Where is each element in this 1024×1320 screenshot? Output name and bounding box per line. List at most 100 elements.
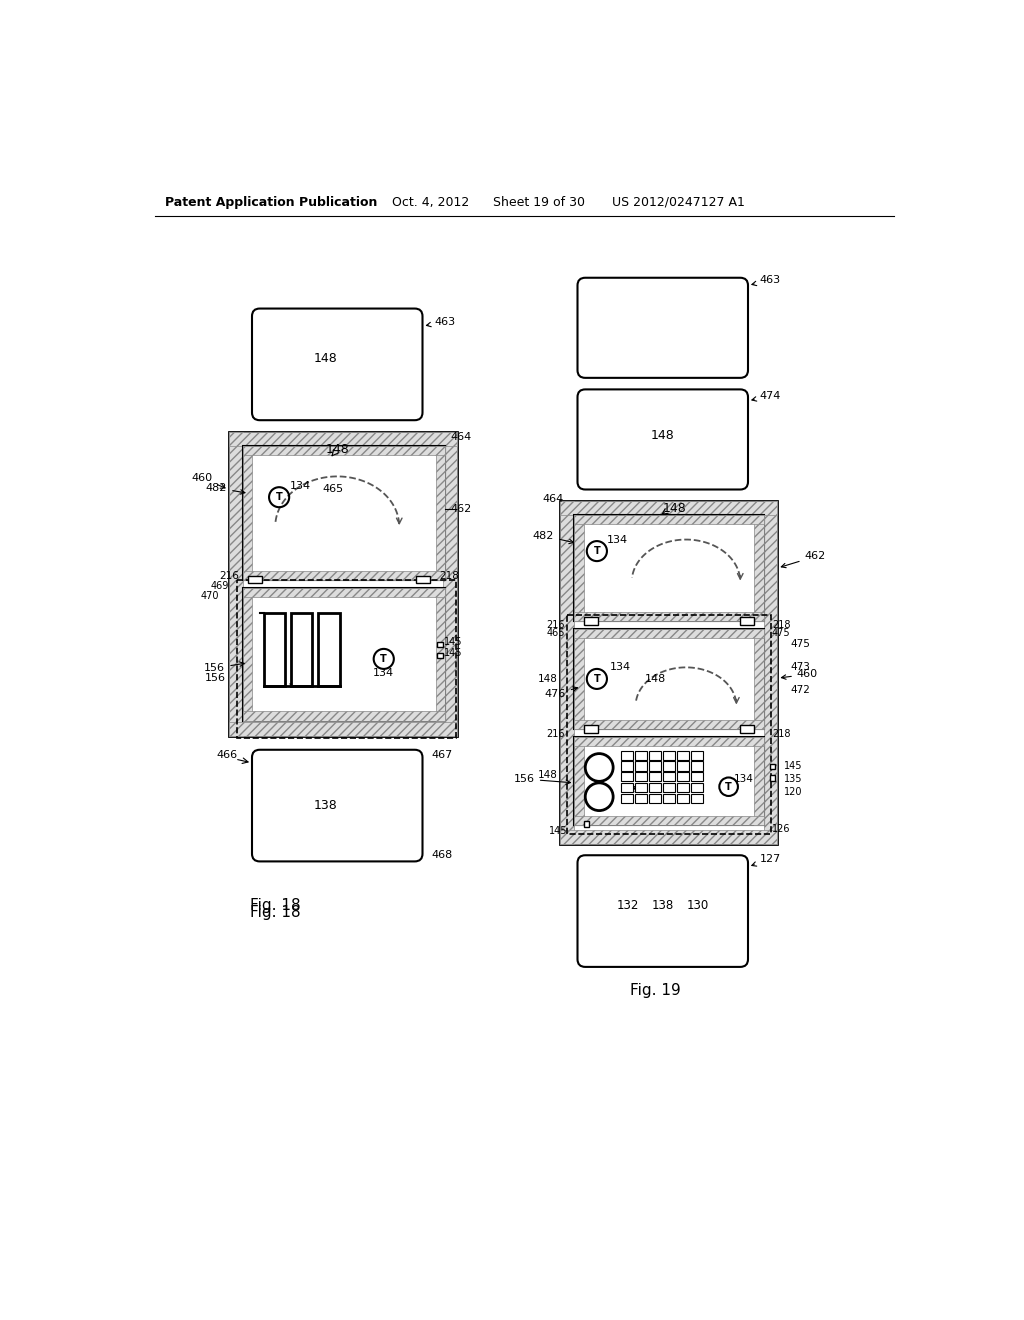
Text: T: T [725, 781, 732, 792]
Text: 462: 462 [781, 552, 825, 568]
Text: 473: 473 [791, 663, 811, 672]
Text: 475: 475 [791, 639, 811, 649]
Text: 132: 132 [616, 899, 639, 912]
Bar [677, 793, 689, 803]
Text: Fig. 19: Fig. 19 [630, 982, 680, 998]
Bar [228, 432, 458, 737]
Bar [663, 751, 675, 760]
Bar [584, 618, 598, 626]
Bar [621, 762, 633, 771]
Bar [437, 642, 442, 647]
Bar [237, 581, 456, 738]
Text: 218: 218 [439, 570, 460, 581]
Bar [243, 711, 445, 721]
Bar [677, 762, 689, 771]
Bar [574, 515, 764, 622]
Text: 156: 156 [205, 673, 226, 684]
Bar [560, 502, 777, 515]
Text: 134: 134 [607, 535, 629, 545]
Text: 463: 463 [752, 275, 780, 285]
Text: T: T [380, 653, 387, 664]
Text: 148: 148 [539, 770, 558, 780]
Bar [228, 432, 243, 737]
Bar [621, 772, 633, 781]
Bar [635, 793, 647, 803]
Text: Fig. 18: Fig. 18 [250, 898, 301, 913]
Bar [677, 751, 689, 760]
Bar [263, 612, 286, 686]
Text: 148: 148 [539, 675, 558, 684]
Bar [243, 589, 445, 721]
Text: 127: 127 [752, 854, 781, 866]
Text: 482: 482 [206, 483, 245, 494]
Text: 468: 468 [431, 850, 453, 861]
Bar [755, 737, 764, 825]
Bar [755, 628, 764, 729]
Text: 216: 216 [547, 620, 565, 630]
Text: 464: 464 [542, 494, 563, 504]
Text: 466: 466 [217, 750, 238, 760]
Bar [621, 793, 633, 803]
Text: 218: 218 [772, 620, 791, 630]
Bar [317, 612, 340, 686]
Bar [690, 751, 703, 760]
Bar [690, 783, 703, 792]
Bar [663, 783, 675, 792]
Text: 148: 148 [663, 502, 686, 515]
Bar [677, 772, 689, 781]
Text: 460: 460 [781, 669, 818, 680]
Bar [574, 737, 584, 825]
Text: 138: 138 [651, 899, 674, 912]
Bar [635, 751, 647, 760]
Text: Fig. 18: Fig. 18 [250, 906, 301, 920]
Bar [243, 446, 445, 455]
Bar [677, 783, 689, 792]
Bar [635, 762, 647, 771]
Text: 134: 134 [290, 480, 310, 491]
Text: 145: 145 [444, 648, 463, 657]
Bar [649, 772, 662, 781]
Bar [566, 615, 771, 834]
Text: 148: 148 [313, 352, 338, 366]
Bar [663, 762, 675, 771]
FancyBboxPatch shape [578, 389, 748, 490]
Bar [649, 751, 662, 760]
Bar [584, 821, 589, 826]
Bar [291, 612, 312, 686]
FancyBboxPatch shape [578, 277, 748, 378]
Bar [649, 783, 662, 792]
Text: T: T [594, 675, 600, 684]
Text: 145: 145 [783, 760, 802, 771]
Text: 474: 474 [752, 391, 781, 401]
Bar [574, 737, 764, 825]
Bar [435, 446, 445, 581]
Bar [764, 502, 777, 843]
Bar [574, 515, 584, 622]
Bar [621, 751, 633, 760]
Bar [584, 725, 598, 733]
Bar [740, 725, 755, 733]
Bar [649, 762, 662, 771]
Bar [635, 772, 647, 781]
Text: 465: 465 [547, 628, 565, 639]
Bar [243, 589, 252, 721]
Bar [560, 502, 574, 843]
Bar [443, 432, 458, 737]
Bar [621, 783, 633, 792]
Text: 472: 472 [791, 685, 811, 696]
Bar [770, 763, 775, 770]
Text: 145: 145 [444, 638, 463, 647]
FancyBboxPatch shape [578, 855, 748, 966]
Bar [574, 515, 764, 524]
Text: 463: 463 [426, 317, 456, 327]
Text: 134: 134 [609, 663, 631, 672]
FancyBboxPatch shape [252, 309, 423, 420]
Text: 135: 135 [783, 774, 802, 784]
Bar [635, 783, 647, 792]
Text: 145: 145 [549, 826, 567, 837]
Bar [574, 719, 764, 729]
Text: 475: 475 [772, 628, 791, 639]
Text: 148: 148 [651, 429, 675, 442]
Text: 156: 156 [514, 774, 570, 784]
Bar [435, 589, 445, 721]
